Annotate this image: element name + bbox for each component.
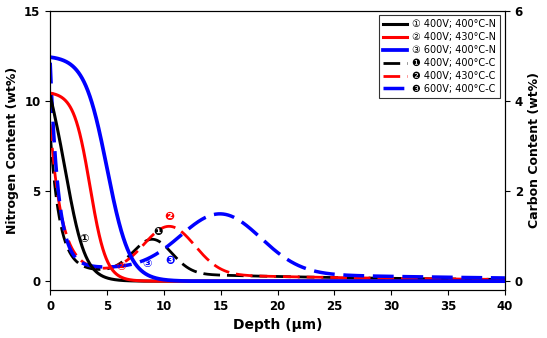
Text: ❸: ❸	[165, 256, 174, 266]
Text: ①: ①	[80, 234, 89, 243]
Text: ❶: ❶	[154, 227, 163, 237]
Text: ❷: ❷	[165, 210, 174, 223]
Y-axis label: Nitrogen Content (wt%): Nitrogen Content (wt%)	[5, 67, 19, 234]
Text: ③: ③	[142, 259, 152, 269]
Legend: ① 400V; 400°C-N, ② 400V; 430°C-N, ③ 600V; 400°C-N, ❶ 400V; 400°C-C, ❷ 400V; 430°: ① 400V; 400°C-N, ② 400V; 430°C-N, ③ 600V…	[379, 16, 500, 98]
Text: ②: ②	[116, 262, 125, 271]
X-axis label: Depth (μm): Depth (μm)	[233, 318, 322, 333]
Y-axis label: Carbon Content (wt%): Carbon Content (wt%)	[528, 72, 542, 228]
